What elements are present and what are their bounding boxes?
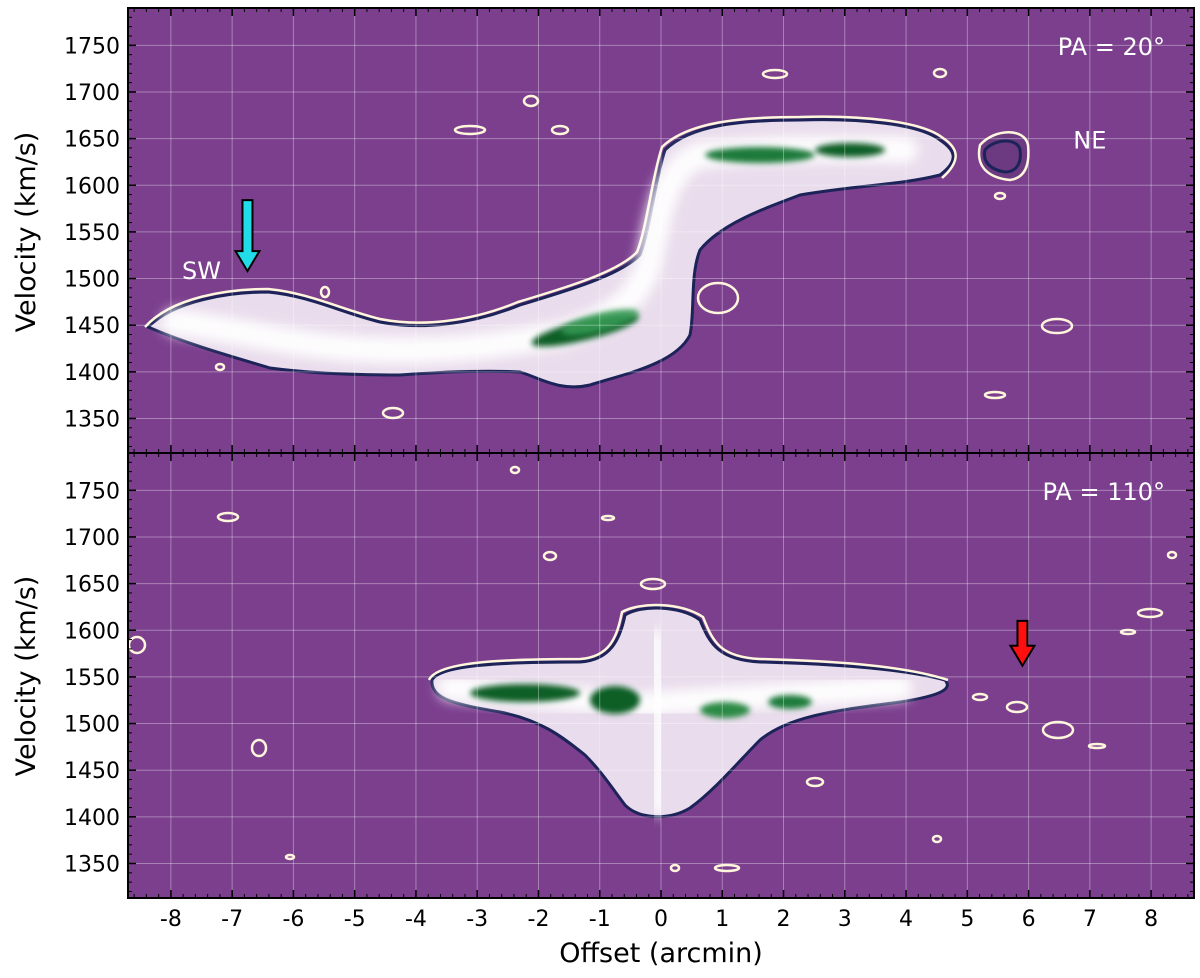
x-tick-label: -2 xyxy=(528,907,550,932)
y-tick-label: 1350 xyxy=(64,852,120,877)
y-tick-label: 1650 xyxy=(64,573,120,598)
y-tick-label: 1450 xyxy=(64,314,120,339)
y-tick-label: 1400 xyxy=(64,361,120,386)
emission-envelope-outline xyxy=(144,115,957,328)
y-tick-label: 1500 xyxy=(64,268,120,293)
x-tick-label: 5 xyxy=(960,907,974,932)
y-tick-label: 1600 xyxy=(64,619,120,644)
x-tick-label: -5 xyxy=(344,907,366,932)
panel-pa-110: -8 -7 -6 -5 -4 -3 -2 -1 0 1 2 3 4 5 6 7 8 1750 1700 1650 16… xyxy=(11,452,1195,932)
y-tick-label: 1500 xyxy=(64,713,120,738)
x-tick-label: 4 xyxy=(899,907,913,932)
y-tick-label: 1650 xyxy=(64,128,120,153)
x-tick-label: 6 xyxy=(1022,907,1036,932)
x-tick-label: -7 xyxy=(221,907,243,932)
y-tick-label: 1450 xyxy=(64,759,120,784)
emission-ridge xyxy=(644,629,671,816)
y-tick-label: 1550 xyxy=(64,666,120,691)
y-tick-label: 1750 xyxy=(64,34,120,59)
x-axis-title: Offset (arcmin) xyxy=(559,938,763,969)
emission-peak xyxy=(768,695,812,709)
emission-peak xyxy=(700,702,750,718)
cyan-arrow xyxy=(233,199,262,274)
panel-label: PA = 110° xyxy=(1042,478,1165,506)
emission-envelope xyxy=(145,118,955,389)
panel-frame xyxy=(127,452,1195,899)
x-tick-label: 0 xyxy=(654,907,668,932)
annotation-ne: NE xyxy=(1073,126,1106,154)
emission-peak xyxy=(705,147,815,163)
x-tick-label: -6 xyxy=(282,907,304,932)
x-tick-label: -4 xyxy=(405,907,427,932)
emission-peak xyxy=(590,686,640,714)
x-ticks: -8 -7 -6 -5 -4 -3 -2 -1 0 1 2 3 4 5 6 7 8 xyxy=(133,453,1189,932)
y-ticks: 1750 1700 1650 1600 1550 1500 1450 1400 1350 xyxy=(64,7,1194,447)
panel-label: PA = 20° xyxy=(1058,33,1165,61)
panel-pa-20: 1750 1700 1650 1600 1550 1500 1450 1400 1350 PA … xyxy=(11,7,1195,454)
y-tick-label: 1700 xyxy=(64,81,120,106)
y-tick-label: 1600 xyxy=(64,174,120,199)
y-ticks: 1750 1700 1650 1600 1550 1500 1450 1400 1350 xyxy=(64,452,1194,892)
x-tick-label: 2 xyxy=(777,907,791,932)
x-tick-label: -3 xyxy=(466,907,488,932)
y-tick-label: 1350 xyxy=(64,407,120,432)
x-tick-label: 1 xyxy=(715,907,729,932)
y-tick-label: 1700 xyxy=(64,526,120,551)
red-arrow xyxy=(1008,619,1037,668)
emission-peak xyxy=(561,308,639,336)
emission-peak xyxy=(815,143,885,157)
y-axis-title: Velocity (km/s) xyxy=(11,576,42,777)
y-tick-label: 1750 xyxy=(64,479,120,504)
x-tick-label: -8 xyxy=(160,907,182,932)
y-tick-label: 1550 xyxy=(64,221,120,246)
ne-blob-inner xyxy=(982,139,1022,174)
x-tick-label: -1 xyxy=(589,907,611,932)
grid-lines xyxy=(128,8,1194,453)
noise-contours xyxy=(214,67,1074,420)
y-tick-label: 1400 xyxy=(64,806,120,831)
y-axis-title: Velocity (km/s) xyxy=(11,132,42,333)
grid-lines xyxy=(128,453,1194,898)
x-tick-label: 8 xyxy=(1144,907,1158,932)
x-tick-label: 3 xyxy=(838,907,852,932)
annotation-sw: SW xyxy=(182,257,221,285)
x-tick-label: 7 xyxy=(1083,907,1097,932)
emission-envelope-outline xyxy=(427,603,949,682)
emission-peak xyxy=(470,684,580,702)
